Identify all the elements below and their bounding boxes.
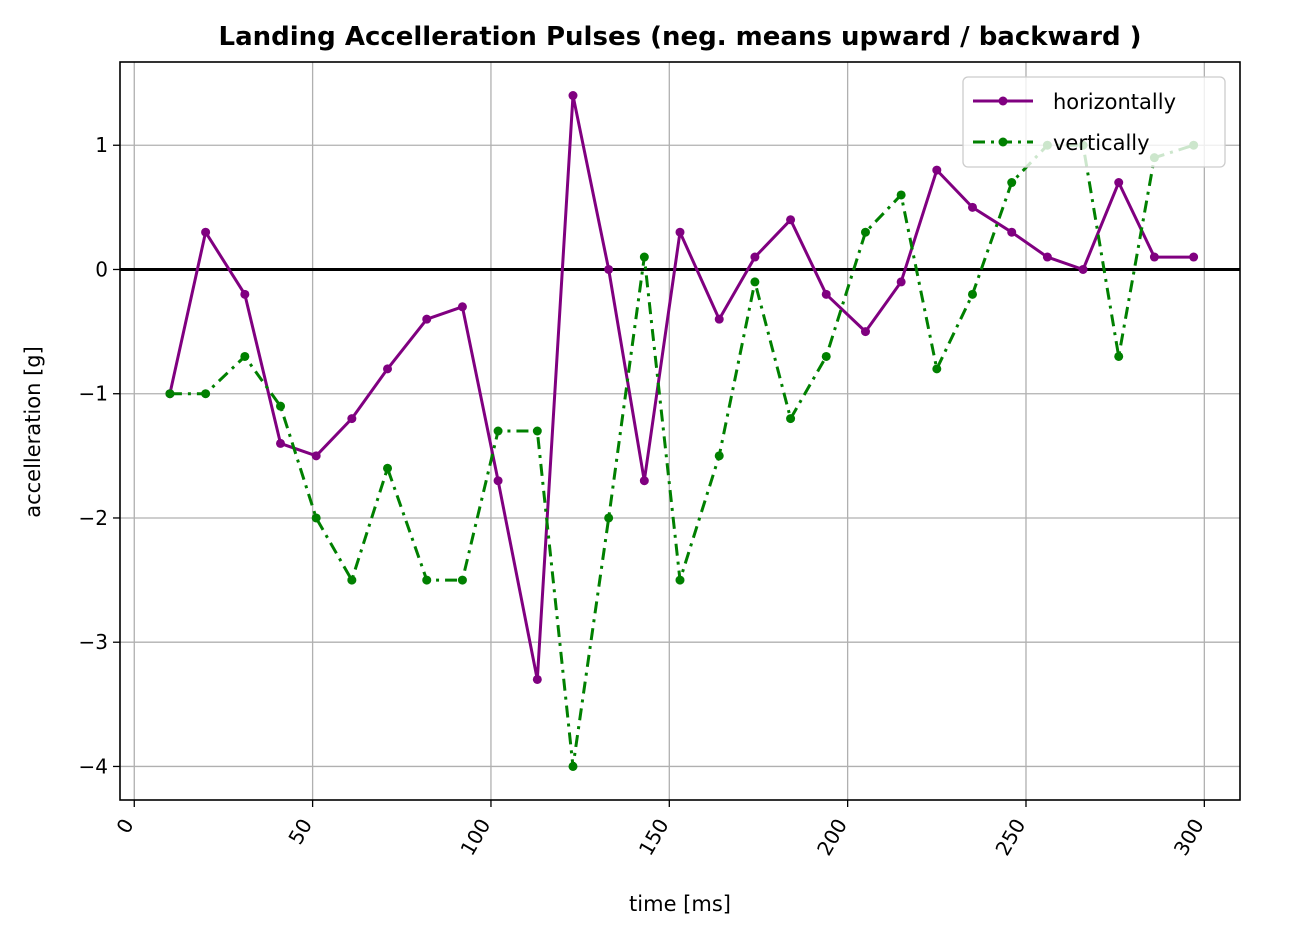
data-point-vertically	[311, 513, 321, 523]
data-point-horizontally	[311, 451, 321, 461]
data-point-vertically	[896, 190, 906, 200]
data-point-horizontally	[1078, 264, 1088, 274]
data-point-vertically	[1114, 351, 1124, 361]
data-point-horizontally	[967, 202, 977, 212]
data-point-vertically	[240, 351, 250, 361]
legend-label-horizontally: horizontally	[1053, 90, 1176, 114]
data-point-horizontally	[276, 438, 286, 448]
data-point-vertically	[276, 401, 286, 411]
data-point-vertically	[967, 289, 977, 299]
data-point-horizontally	[1149, 252, 1159, 262]
data-point-horizontally	[347, 414, 357, 424]
y-tick-label: 1	[95, 133, 108, 157]
data-point-vertically	[675, 575, 685, 585]
data-point-horizontally	[1007, 227, 1017, 237]
data-point-vertically	[604, 513, 614, 523]
legend-swatch-marker-horizontally	[998, 96, 1008, 106]
data-point-vertically	[347, 575, 357, 585]
data-point-vertically	[821, 351, 831, 361]
data-point-vertically	[532, 426, 542, 436]
data-point-vertically	[1007, 178, 1017, 188]
data-point-vertically	[201, 389, 211, 399]
data-point-vertically	[860, 227, 870, 237]
y-tick-label: −3	[79, 630, 108, 654]
data-point-horizontally	[422, 314, 432, 324]
data-point-vertically	[383, 463, 393, 473]
y-tick-label: 0	[95, 257, 108, 281]
data-point-vertically	[568, 761, 578, 771]
data-point-horizontally	[493, 476, 503, 486]
data-point-vertically	[750, 277, 760, 287]
grid	[120, 62, 1240, 800]
data-point-vertically	[639, 252, 649, 262]
data-point-horizontally	[1042, 252, 1052, 262]
data-point-vertically	[932, 364, 942, 374]
data-point-horizontally	[201, 227, 211, 237]
legend: horizontally vertically	[962, 76, 1226, 168]
data-point-horizontally	[675, 227, 685, 237]
chart-title: Landing Accelleration Pulses (neg. means…	[219, 22, 1142, 52]
data-point-horizontally	[1189, 252, 1199, 262]
y-tick-label: −1	[79, 382, 108, 406]
data-point-vertically	[786, 414, 796, 424]
data-point-vertically	[714, 451, 724, 461]
series-horizontally	[165, 91, 1199, 684]
data-point-horizontally	[532, 674, 542, 684]
y-tick-label: −2	[79, 506, 108, 530]
plot-frame	[119, 61, 1241, 801]
y-tick-label: −4	[79, 754, 108, 778]
data-point-horizontally	[821, 289, 831, 299]
data-point-horizontally	[786, 215, 796, 225]
data-point-vertically	[457, 575, 467, 585]
data-point-horizontally	[568, 91, 578, 101]
data-point-vertically	[165, 389, 175, 399]
data-point-horizontally	[240, 289, 250, 299]
x-axis-label: time [ms]	[629, 892, 731, 916]
legend-swatch-marker-vertically	[998, 137, 1008, 147]
data-point-vertically	[422, 575, 432, 585]
data-point-horizontally	[457, 302, 467, 312]
data-point-horizontally	[383, 364, 393, 374]
series-group	[165, 91, 1199, 771]
data-point-horizontally	[714, 314, 724, 324]
legend-label-vertically: vertically	[1053, 131, 1150, 155]
data-point-horizontally	[750, 252, 760, 262]
data-point-vertically	[493, 426, 503, 436]
data-point-horizontally	[604, 264, 614, 274]
data-point-horizontally	[639, 476, 649, 486]
data-point-horizontally	[896, 277, 906, 287]
y-axis-label: accelleration [g]	[21, 346, 45, 518]
series-vertically	[165, 140, 1199, 771]
data-point-horizontally	[932, 165, 942, 175]
data-point-horizontally	[860, 327, 870, 337]
data-point-horizontally	[1114, 178, 1124, 188]
